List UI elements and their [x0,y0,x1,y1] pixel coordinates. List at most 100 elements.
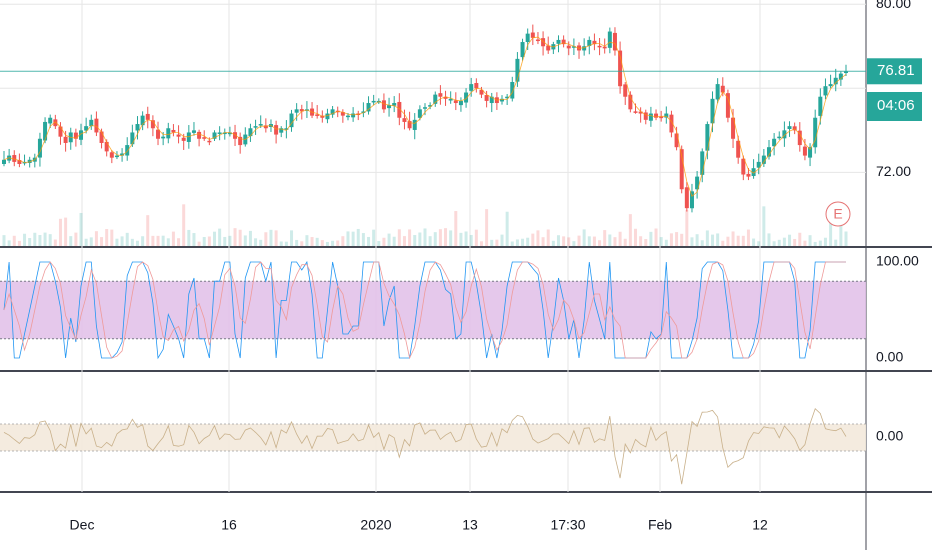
candle-body [689,191,694,209]
price-axis-label: 80.00 [876,0,911,11]
candle-body [797,130,802,146]
volume-bar [572,241,576,246]
volume-bar [269,229,273,246]
candle-body [484,95,489,101]
candle-body [469,84,474,91]
volume-bar [485,209,489,246]
volume-bar [243,235,247,246]
candle-body [325,113,330,120]
volume-bar [218,228,222,246]
candle-body [351,113,356,118]
volume-bar [490,239,494,246]
candle-body [571,46,576,48]
candle-body [828,84,833,87]
candle-body [638,111,643,114]
volume-bar [449,230,453,246]
candle-body [233,132,238,139]
volume-bar [777,239,781,246]
volume-bar [829,205,833,246]
candle-body [577,45,582,51]
stochastic-layer [0,260,866,360]
volume-bar [310,237,314,246]
candle-body [746,173,751,177]
time-axis-label: Feb [648,517,672,533]
volume-bar [259,239,263,246]
candle-body [392,103,397,106]
volume-bar [382,237,386,246]
volume-bar [38,235,42,246]
volume-bar [464,231,468,246]
volume-bar [577,235,581,246]
candle-body [464,92,469,103]
candle-body [84,126,89,131]
volume-bar [387,233,391,246]
candle-body [505,96,510,99]
candle-body [120,153,125,156]
volume-bar [290,230,294,246]
volume-bar [279,241,283,246]
volume-bar [711,234,715,246]
volume-bar [105,229,109,246]
volume-bar [94,231,98,246]
volume-bar [79,212,83,246]
candle-body [48,117,53,124]
volume-bar [213,231,216,246]
volume-bar [151,235,155,246]
candle-body [27,159,32,163]
candle-body [720,85,725,93]
volume-bar [788,234,792,246]
candle-body [561,39,566,45]
candle-body [515,58,520,82]
volume-bar [402,236,406,246]
candle-body [838,73,843,80]
volume-bar [793,238,797,246]
candle-body [428,105,433,107]
volume-bar [372,229,376,246]
volume-layer [2,204,848,246]
volume-bar [731,231,735,246]
volume-bar [171,231,175,246]
volume-bar [202,236,206,246]
candle-body [79,130,84,140]
candle-body [176,134,181,137]
candle-body [361,111,366,113]
volume-bar [664,239,668,246]
labels-layer: 80.00 72.00 76.81 04:06 100.00 0.00 0.00 Dec 16 2… [70,0,922,533]
moving-average-line [3,36,847,197]
volume-bar [459,232,463,246]
volume-bar [510,241,514,246]
volume-bar [120,236,124,246]
stochastic-axis-label: 0.00 [876,349,903,365]
volume-bar [233,228,237,246]
earnings-marker[interactable] [825,201,851,227]
candle-body [741,158,746,175]
volume-bar [444,228,448,246]
candle-body [17,160,22,164]
candle-body [114,155,119,158]
candle-body [510,82,515,99]
candle-body [654,113,659,118]
candle-body [166,128,171,139]
volume-bar [536,230,540,246]
candle-body [381,100,386,110]
candle-body [53,119,58,127]
volume-bar [695,234,699,246]
volume-bar [823,237,827,246]
stochastic-k-line [3,260,846,360]
candle-body [813,117,818,148]
candle-body [751,168,756,177]
candle-body [212,132,217,139]
volume-bar [844,231,848,246]
candle-body [597,45,602,48]
volume-bar [64,217,68,246]
volume-bar [428,236,432,246]
volume-bar [43,232,47,246]
volume-bar [721,240,725,246]
candle-body [582,46,587,51]
volume-bar [23,233,27,246]
volume-bar [541,237,545,246]
volume-bar [469,234,473,246]
candle-body [823,86,828,96]
candle-body [715,84,720,100]
